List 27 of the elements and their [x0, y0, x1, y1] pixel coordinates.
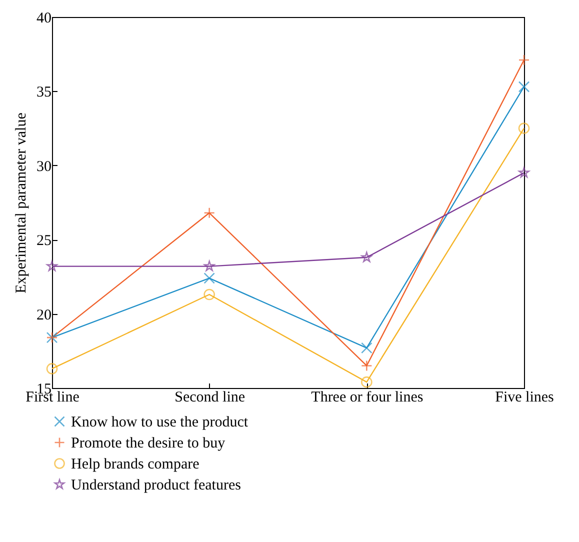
x-tick-label: Three or four lines [311, 390, 424, 406]
legend-label: Promote the desire to buy [71, 436, 226, 452]
point [361, 252, 372, 262]
point [204, 260, 215, 272]
point [518, 122, 530, 134]
point [518, 81, 530, 92]
point [46, 260, 58, 272]
y-tick-label: 40 [36, 10, 52, 26]
x-tick-label: Five lines [495, 390, 554, 406]
point [361, 342, 372, 354]
point [518, 167, 530, 178]
x-tick-label: Second line [174, 390, 246, 406]
y-tick-label: 25 [36, 233, 52, 250]
y-tick-label: 20 [36, 307, 52, 324]
y-axis-title: Experimental parameter value [14, 112, 30, 294]
point [204, 288, 215, 300]
legend-label: Know how to use the product [71, 414, 249, 430]
point [204, 207, 215, 219]
point [46, 363, 58, 374]
y-tick-label: 35 [36, 84, 52, 101]
legend-label: Understand product features [71, 478, 242, 494]
point [361, 360, 372, 372]
legend-label: Help brands compare [71, 456, 200, 472]
point [518, 54, 530, 66]
point [361, 376, 372, 388]
point [204, 272, 215, 284]
y-tick-label: 30 [36, 158, 52, 175]
